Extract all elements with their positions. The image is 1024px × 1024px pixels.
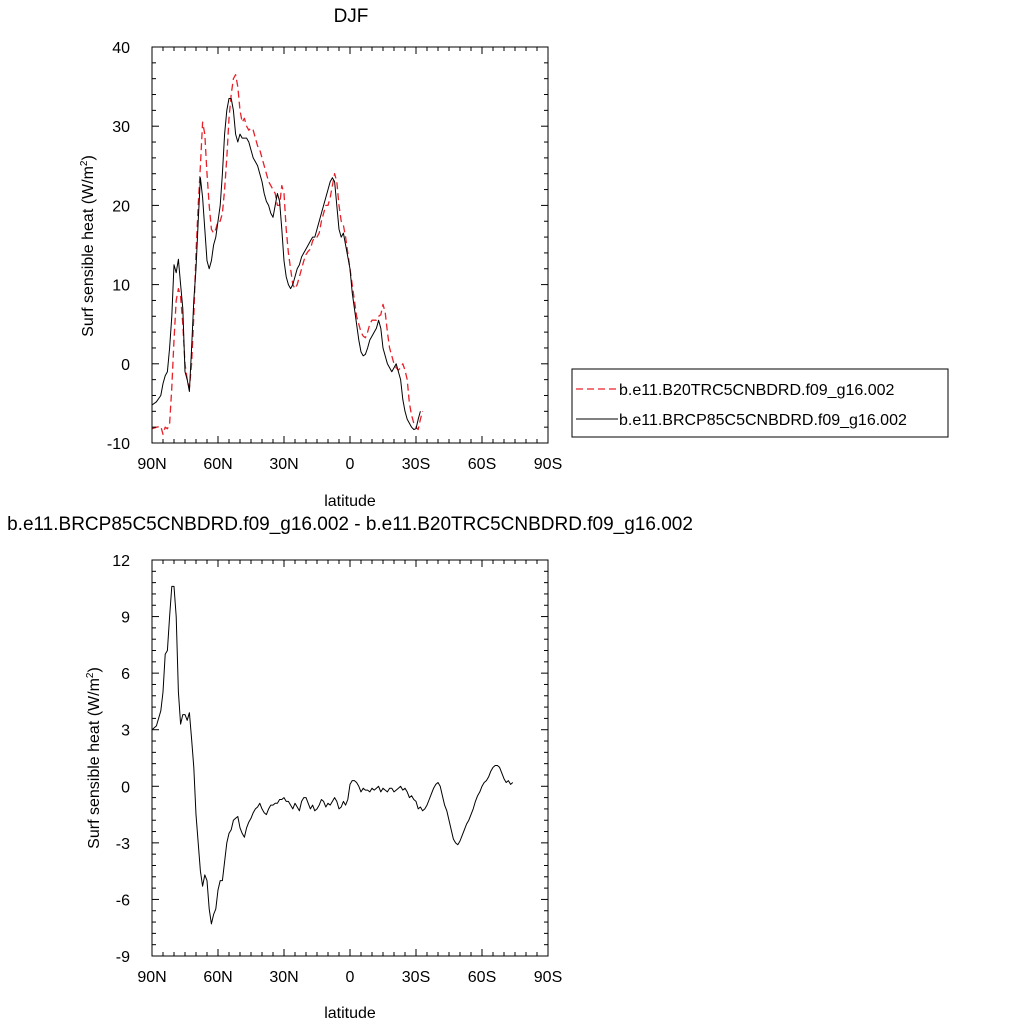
top-title: DJF [334, 6, 369, 27]
bottom-y-tick-label: 6 [121, 666, 130, 683]
top-y-tick-label: -10 [107, 436, 130, 453]
bottom-panel: b.e11.BRCP85C5CNBDRD.f09_g16.002 - b.e11… [7, 514, 693, 1022]
bottom-x-tick-label: 30S [402, 969, 430, 986]
bottom-y-tick-label: -6 [116, 892, 130, 909]
bottom-y-tick-label: -9 [116, 949, 130, 966]
legend-label-historical: b.e11.B20TRC5CNBDRD.f09_g16.002 [619, 382, 895, 399]
bottom-title: b.e11.BRCP85C5CNBDRD.f09_g16.002 - b.e11… [7, 514, 693, 535]
bottom-x-tick-label: 60S [468, 969, 496, 986]
bottom-y-tick-label: 9 [121, 610, 130, 627]
top-plot-area: 90N 60N 30N 0 30S 60S 90S -10 0 10 20 30 40 [107, 40, 562, 473]
bottom-y-tick-label: 3 [121, 723, 130, 740]
bottom-y-axis-label: Surf sensible heat (W/m2) [85, 667, 103, 849]
top-series-line-0 [151, 74, 424, 435]
top-x-tick-label: 60N [203, 456, 232, 473]
bottom-y-tick-label: 0 [121, 779, 130, 796]
bottom-x-tick-label: 60N [203, 969, 232, 986]
top-x-axis-label: latitude [324, 493, 376, 510]
top-x-tick-label: 60S [468, 456, 496, 473]
legend: b.e11.B20TRC5CNBDRD.f09_g16.002 b.e11.BR… [571, 368, 949, 438]
bottom-y-tick-label: 12 [112, 553, 130, 570]
top-x-tick-label: 30N [269, 456, 298, 473]
top-y-tick-label: 0 [121, 357, 130, 374]
top-x-tick-label: 0 [346, 456, 355, 473]
bottom-x-tick-label: 0 [346, 969, 355, 986]
top-x-tick-label: 30S [402, 456, 430, 473]
top-x-tick-label: 90S [534, 456, 562, 473]
legend-box [571, 368, 949, 438]
top-y-tick-label: 30 [112, 119, 130, 136]
bottom-series-line-0 [151, 585, 514, 925]
bottom-plot-frame [151, 559, 549, 957]
bottom-y-tick-label: -3 [116, 836, 130, 853]
bottom-x-axis-label: latitude [324, 1005, 376, 1022]
bottom-x-tick-label: 90S [534, 969, 562, 986]
bottom-x-tick-label: 90N [137, 969, 166, 986]
bottom-x-tick-label: 30N [269, 969, 298, 986]
top-plot-frame [151, 46, 549, 444]
top-x-tick-label: 90N [137, 456, 166, 473]
top-panel: DJF 90N 60N 30N 0 30S 60S 90S -10 0 10 20 30 40 lati… [79, 6, 562, 510]
legend-label-rcp85: b.e11.BRCP85C5CNBDRD.f09_g16.002 [619, 412, 907, 429]
top-y-tick-label: 40 [112, 40, 130, 57]
top-y-tick-label: 20 [112, 198, 130, 215]
bottom-plot-area: 90N 60N 30N 0 30S 60S 90S -9 -6 -3 0 3 6 9 12 [112, 553, 562, 986]
top-series-line-1 [151, 98, 421, 430]
top-y-axis-label: Surf sensible heat (W/m2) [79, 155, 97, 337]
top-y-tick-label: 10 [112, 278, 130, 295]
